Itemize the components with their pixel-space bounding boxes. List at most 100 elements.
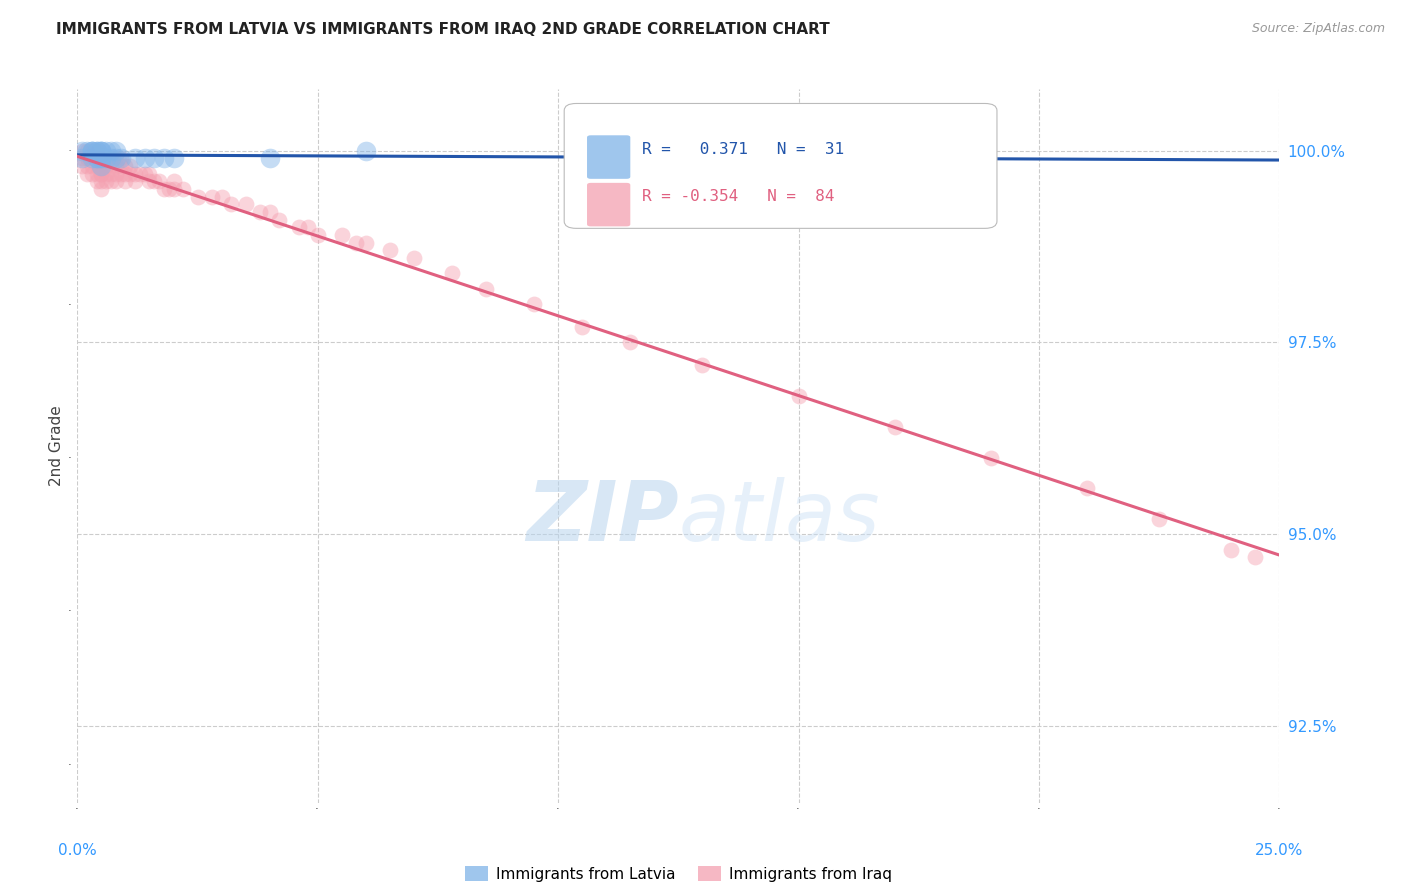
- Point: [378, 244, 401, 258]
- Point: [80, 144, 103, 158]
- Point: [187, 189, 209, 203]
- Point: [104, 151, 127, 165]
- Point: [70, 144, 93, 158]
- Legend: Immigrants from Latvia, Immigrants from Iraq: Immigrants from Latvia, Immigrants from …: [458, 860, 898, 888]
- Point: [90, 174, 112, 188]
- Point: [90, 151, 112, 165]
- Point: [90, 144, 112, 158]
- Point: [1149, 512, 1171, 526]
- Point: [86, 151, 108, 165]
- Point: [86, 174, 108, 188]
- Point: [70, 144, 93, 158]
- Point: [80, 167, 103, 181]
- Text: Source: ZipAtlas.com: Source: ZipAtlas.com: [1251, 22, 1385, 36]
- Point: [76, 159, 98, 173]
- Point: [148, 174, 170, 188]
- Point: [787, 389, 810, 403]
- Point: [70, 151, 93, 165]
- Point: [143, 151, 166, 165]
- Point: [259, 205, 281, 219]
- Point: [90, 167, 112, 181]
- Point: [134, 151, 156, 165]
- Point: [211, 189, 233, 203]
- Point: [96, 144, 118, 158]
- Point: [235, 197, 257, 211]
- Point: [80, 144, 103, 158]
- Point: [104, 159, 127, 173]
- Point: [692, 359, 714, 373]
- Point: [307, 227, 329, 242]
- Point: [80, 144, 103, 158]
- Point: [219, 197, 242, 211]
- Point: [441, 266, 464, 280]
- Point: [402, 251, 425, 265]
- Point: [86, 151, 108, 165]
- Point: [110, 151, 132, 165]
- Point: [297, 220, 319, 235]
- Point: [475, 282, 498, 296]
- Point: [330, 227, 353, 242]
- Point: [110, 159, 132, 173]
- Point: [76, 144, 98, 158]
- Point: [96, 151, 118, 165]
- FancyBboxPatch shape: [588, 136, 630, 178]
- Point: [114, 167, 136, 181]
- Y-axis label: 2nd Grade: 2nd Grade: [49, 406, 63, 486]
- FancyBboxPatch shape: [564, 103, 997, 228]
- Point: [980, 450, 1002, 465]
- Point: [269, 212, 291, 227]
- Point: [344, 235, 367, 250]
- Point: [104, 167, 127, 181]
- Point: [90, 144, 112, 158]
- Point: [110, 167, 132, 181]
- Point: [138, 167, 160, 181]
- Point: [90, 182, 112, 196]
- Point: [100, 151, 122, 165]
- Point: [138, 174, 160, 188]
- Point: [100, 144, 122, 158]
- Point: [1244, 550, 1267, 565]
- Point: [883, 419, 905, 434]
- Point: [259, 151, 281, 165]
- Point: [90, 167, 112, 181]
- Point: [201, 189, 224, 203]
- Point: [86, 159, 108, 173]
- Point: [162, 174, 184, 188]
- Point: [90, 159, 112, 173]
- Point: [104, 151, 127, 165]
- Point: [80, 151, 103, 165]
- Point: [86, 167, 108, 181]
- Point: [96, 167, 118, 181]
- Point: [157, 182, 180, 196]
- Text: R = -0.354   N =  84: R = -0.354 N = 84: [643, 189, 835, 204]
- Point: [80, 144, 103, 158]
- Point: [120, 159, 142, 173]
- Point: [153, 182, 176, 196]
- Point: [86, 151, 108, 165]
- FancyBboxPatch shape: [588, 183, 630, 227]
- Point: [90, 151, 112, 165]
- Point: [90, 144, 112, 158]
- Point: [104, 174, 127, 188]
- Point: [100, 151, 122, 165]
- Point: [571, 320, 593, 334]
- Point: [172, 182, 194, 196]
- Point: [114, 159, 136, 173]
- Point: [96, 151, 118, 165]
- Point: [120, 167, 142, 181]
- Point: [110, 151, 132, 165]
- Point: [70, 159, 93, 173]
- Point: [354, 144, 377, 158]
- Point: [134, 167, 156, 181]
- Text: ZIP: ZIP: [526, 477, 679, 558]
- Point: [70, 151, 93, 165]
- Point: [124, 174, 146, 188]
- Point: [76, 167, 98, 181]
- Text: R =   0.371   N =  31: R = 0.371 N = 31: [643, 142, 845, 157]
- Point: [86, 144, 108, 158]
- Point: [143, 174, 166, 188]
- Point: [100, 159, 122, 173]
- Text: 0.0%: 0.0%: [58, 843, 97, 858]
- Point: [90, 159, 112, 173]
- Point: [96, 159, 118, 173]
